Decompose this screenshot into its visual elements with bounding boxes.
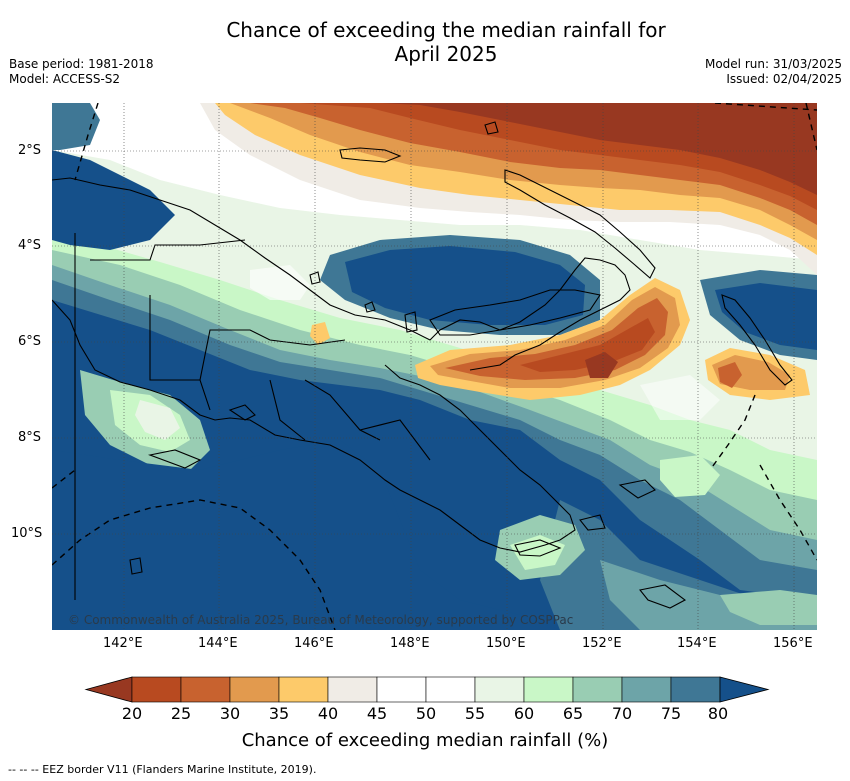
- colorbar-segment: [180, 676, 231, 703]
- colorbar-tick-label: 60: [513, 704, 535, 723]
- colorbar-segment: [327, 676, 378, 703]
- colorbar-segment: [621, 676, 672, 703]
- colorbar-tick-label: 40: [317, 704, 339, 723]
- model-name: Model: ACCESS-S2: [9, 72, 121, 86]
- colorbar-tick-label: 25: [170, 704, 192, 723]
- lat-label: 8°S: [18, 430, 42, 445]
- colorbar-tick-label: 75: [660, 704, 682, 723]
- model-info: Base period: 1981-2018 Model: ACCESS-S2: [9, 57, 154, 87]
- run-info: Model run: 31/03/2025 Issued: 02/04/2025: [705, 57, 842, 87]
- colorbar-tick-label: 55: [464, 704, 486, 723]
- colorbar-segment: [131, 676, 182, 703]
- colorbar-segment: [474, 676, 525, 703]
- colorbar-under-arrow: [84, 676, 133, 703]
- colorbar-segment: [376, 676, 427, 703]
- eez-borders: [52, 103, 817, 630]
- lon-label: 144°E: [198, 636, 238, 651]
- colorbar-segment: [278, 676, 329, 703]
- graticule: [52, 103, 817, 630]
- lon-label: 150°E: [486, 636, 526, 651]
- coastlines: [52, 121, 793, 609]
- lon-label: 156°E: [773, 636, 813, 651]
- base-period: Base period: 1981-2018: [9, 57, 154, 71]
- colorbar-tick-label: 30: [219, 704, 241, 723]
- colorbar-tick-label: 70: [611, 704, 633, 723]
- lat-label: 4°S: [18, 238, 42, 253]
- rainfall-probability-field: [52, 103, 817, 630]
- colorbar-segment: [523, 676, 574, 703]
- colorbar-tick-label: 65: [562, 704, 584, 723]
- colorbar-segment: [572, 676, 623, 703]
- colorbar-segment: [670, 676, 721, 703]
- map-title: Chance of exceeding the median rainfall …: [160, 18, 732, 66]
- copyright-notice: © Commonwealth of Australia 2025, Bureau…: [68, 613, 574, 627]
- colorbar-tick-label: 50: [415, 704, 437, 723]
- colorbar-tick-label: 20: [121, 704, 143, 723]
- colorbar-title: Chance of exceeding median rainfall (%): [241, 730, 609, 751]
- title-line-2: April 2025: [394, 42, 498, 66]
- colorbar-tick-label: 80: [707, 704, 729, 723]
- colorbar-segment: [229, 676, 280, 703]
- title-line-1: Chance of exceeding the median rainfall …: [226, 18, 666, 42]
- lon-label: 148°E: [390, 636, 430, 651]
- lat-label: 2°S: [18, 143, 42, 158]
- issued-date: Issued: 02/04/2025: [726, 72, 842, 86]
- colorbar-tick-label: 45: [366, 704, 388, 723]
- colorbar: [84, 676, 770, 703]
- lon-label: 154°E: [677, 636, 717, 651]
- colorbar-over-arrow: [719, 676, 770, 703]
- lat-label: 10°S: [11, 526, 43, 541]
- lat-label: 6°S: [18, 334, 42, 349]
- lon-label: 152°E: [582, 636, 622, 651]
- colorbar-segment: [425, 676, 476, 703]
- model-run: Model run: 31/03/2025: [704, 57, 842, 71]
- eez-legend: -- -- -- EEZ border V11 (Flanders Marine…: [8, 763, 317, 776]
- lon-label: 142°E: [103, 636, 143, 651]
- lon-label: 146°E: [294, 636, 334, 651]
- colorbar-tick-label: 35: [268, 704, 290, 723]
